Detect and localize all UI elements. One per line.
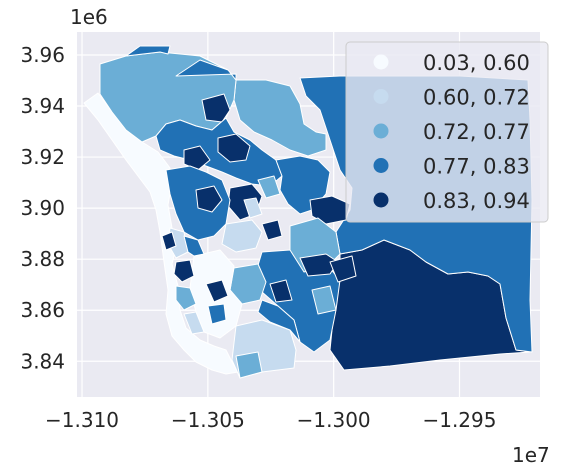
region-north-cap (175, 59, 237, 81)
y-tick-label: 3.92 (20, 145, 65, 169)
region-dark-cluster-b (183, 145, 211, 171)
legend: 0.03, 0.60 0.60, 0.72 0.72, 0.77 0.77, 0.83… (345, 41, 549, 223)
region-light-central (221, 219, 263, 253)
region-urban-k (261, 219, 283, 241)
region-urban-e (205, 279, 229, 303)
region-south-medium (257, 299, 301, 343)
legend-label: 0.83, 0.94 (423, 189, 530, 213)
region-urban-f (207, 303, 227, 325)
region-coastal-strip (83, 92, 239, 375)
x-tick-label: −1.295 (422, 408, 496, 432)
legend-marker (373, 158, 389, 173)
legend-marker (373, 192, 389, 208)
region-urban-d (175, 285, 197, 311)
y-tick-label: 3.84 (20, 349, 65, 373)
region-urban-b (183, 235, 205, 257)
y-axis-multiplier: 1e6 (70, 5, 108, 29)
legend-box (345, 41, 549, 223)
legend-label: 0.77, 0.83 (423, 155, 530, 179)
region-urban-n (269, 279, 293, 303)
y-tick-label: 3.94 (20, 94, 65, 118)
region-dark-cluster-a (217, 133, 251, 163)
region-urban-i (257, 175, 281, 199)
y-axis: 3.84 3.86 3.88 3.90 3.92 3.94 3.96 (20, 43, 65, 373)
x-axis: −1.310 −1.305 −1.300 −1.295 (45, 408, 496, 432)
x-tick-label: −1.305 (171, 408, 245, 432)
legend-marker (373, 89, 389, 104)
region-north-top (125, 45, 171, 57)
y-tick-label: 3.88 (20, 247, 65, 271)
region-dark-central-west (195, 185, 223, 213)
legend-marker (373, 54, 389, 70)
x-axis-multiplier: 1e7 (512, 443, 550, 467)
legend-marker (373, 123, 389, 139)
x-tick-label: −1.300 (297, 408, 371, 432)
legend-label: 0.72, 0.77 (423, 120, 530, 144)
y-tick-label: 3.90 (20, 196, 65, 220)
region-northeast (233, 79, 327, 157)
region-urban-m (311, 285, 337, 315)
legend-label: 0.60, 0.72 (423, 86, 530, 110)
y-tick-label: 3.96 (20, 43, 65, 67)
region-urban-c (173, 259, 195, 283)
region-urban-j (243, 197, 263, 219)
region-urban-l (329, 255, 357, 283)
x-tick-label: −1.310 (45, 408, 119, 432)
region-urban-h (161, 231, 177, 251)
region-north-dark (201, 93, 231, 123)
y-tick-label: 3.86 (20, 298, 65, 322)
region-urban-g (183, 311, 205, 335)
legend-label: 0.03, 0.60 (423, 51, 530, 75)
region-south-border-light (235, 351, 263, 379)
